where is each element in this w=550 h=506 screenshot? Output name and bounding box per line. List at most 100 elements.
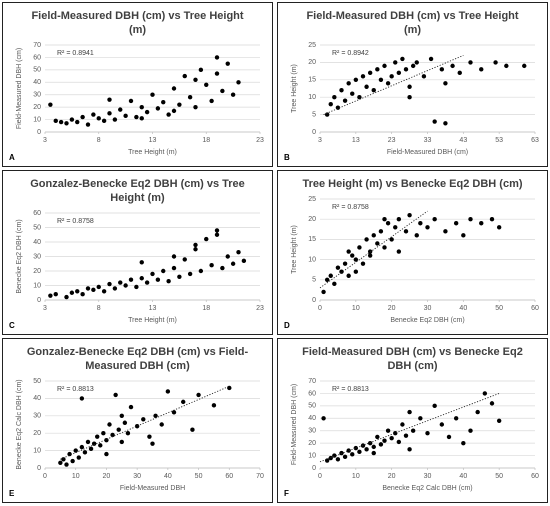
y-tick-label: 20 [33, 104, 41, 111]
x-tick-label: 3 [318, 137, 322, 144]
x-tick-label: 10 [72, 473, 80, 480]
point [236, 80, 241, 85]
point [119, 439, 124, 445]
point [375, 241, 380, 246]
point [378, 77, 384, 83]
point [171, 86, 177, 91]
point [496, 225, 502, 230]
y-tick-label: 50 [33, 224, 41, 231]
chart-panel: Gonzalez-Benecke Eq2 DBH (cm) vs Tree He… [2, 170, 273, 335]
point [147, 434, 152, 439]
point [85, 122, 91, 127]
x-tick-label: 60 [531, 305, 539, 312]
y-axis-label: Tree Height (m) [291, 64, 298, 113]
point [339, 88, 344, 93]
x-axis-label: Field-Measured DBH (cm) [387, 149, 468, 156]
point [165, 389, 171, 394]
point [150, 271, 155, 277]
point [339, 450, 344, 456]
point [461, 233, 466, 238]
y-tick-label: 50 [33, 67, 41, 74]
y-tick-label: 25 [308, 196, 316, 203]
point [177, 102, 182, 107]
y-tick-label: 0 [312, 129, 316, 136]
point [353, 445, 359, 451]
point [357, 245, 362, 250]
point [69, 290, 75, 295]
point [439, 67, 445, 72]
point [64, 462, 69, 467]
x-axis-label: Field-Measured DBH [120, 485, 185, 492]
point [214, 232, 220, 237]
point [177, 274, 182, 279]
point [220, 88, 225, 94]
x-tick-label: 70 [256, 473, 264, 480]
trendline [319, 210, 428, 289]
y-axis-label: Field-Measured DBH (cm) [16, 48, 23, 129]
point [493, 60, 498, 65]
point [58, 460, 63, 465]
point [378, 442, 384, 447]
x-tick-label: 60 [531, 473, 539, 480]
point [396, 217, 402, 222]
point [73, 448, 78, 453]
point [450, 63, 455, 69]
panel-label: B [284, 153, 290, 162]
point [75, 289, 80, 294]
point [95, 434, 100, 439]
point [187, 95, 193, 100]
point [76, 455, 81, 460]
point [324, 277, 330, 282]
point [385, 221, 391, 226]
point [396, 439, 402, 445]
y-tick-label: 10 [33, 116, 41, 123]
plot: 0 10 20 30 40 50 60 70 3 8 13 18 23 Tree Height (m) Fi… [9, 42, 264, 162]
y-tick-label: 15 [308, 236, 316, 243]
chart-title: Field-Measured DBH (cm) vs Tree Height (… [31, 10, 244, 36]
x-tick-label: 50 [495, 473, 503, 480]
point [80, 114, 85, 120]
point [489, 401, 495, 406]
point [443, 81, 448, 86]
point [79, 444, 85, 450]
y-tick-label: 60 [33, 54, 41, 61]
point [421, 74, 427, 79]
annotation: R² = 0.8758 [57, 218, 94, 225]
point [241, 258, 247, 264]
point [112, 117, 118, 122]
point [461, 440, 466, 446]
x-tick-label: 53 [495, 137, 503, 144]
point [418, 416, 423, 421]
point [403, 229, 409, 234]
point [389, 435, 394, 441]
x-tick-label: 33 [424, 137, 432, 144]
point [375, 434, 380, 440]
point [159, 422, 164, 427]
trendline [60, 385, 230, 460]
x-axis-label: Benecke Eq2 DBH (cm) [390, 317, 464, 324]
point [364, 84, 369, 89]
point [61, 457, 66, 462]
point [375, 67, 380, 72]
point [125, 431, 131, 436]
point [367, 253, 373, 258]
chart-title: Tree Height (m) vs Benecke Eq2 DBH (cm) [302, 178, 523, 190]
x-tick-label: 13 [149, 305, 157, 312]
point [350, 452, 355, 457]
point [332, 281, 337, 287]
point [346, 81, 351, 86]
x-tick-label: 18 [202, 305, 210, 312]
point [396, 249, 402, 254]
y-tick-label: 10 [308, 452, 316, 459]
point [321, 289, 326, 295]
point [211, 403, 217, 408]
y-tick-label: 20 [308, 216, 316, 223]
point [453, 416, 459, 421]
point [482, 391, 488, 396]
point [350, 253, 355, 258]
point [91, 112, 96, 117]
x-tick-label: 20 [388, 473, 396, 480]
y-axis-label: Benecke Eq2 DBH (cm) [16, 219, 23, 293]
point [432, 403, 437, 409]
point [335, 457, 341, 462]
